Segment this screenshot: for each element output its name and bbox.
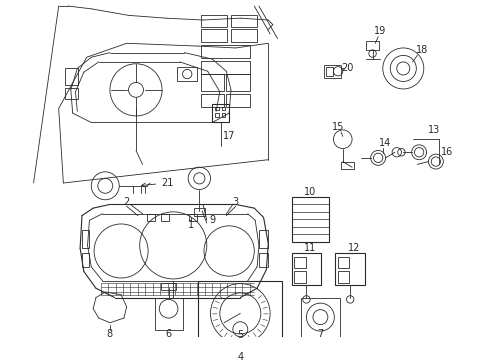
Text: 8: 8 bbox=[107, 329, 113, 339]
Bar bbox=[201, 94, 224, 107]
Bar bbox=[226, 74, 249, 91]
Bar bbox=[82, 230, 89, 248]
Text: 4: 4 bbox=[237, 352, 243, 360]
Text: 17: 17 bbox=[223, 131, 235, 141]
Bar bbox=[230, 15, 257, 27]
Bar bbox=[337, 257, 348, 268]
Text: 12: 12 bbox=[347, 243, 359, 253]
Bar bbox=[230, 29, 257, 42]
Text: 16: 16 bbox=[440, 147, 452, 157]
Bar bbox=[215, 107, 219, 111]
Text: 9: 9 bbox=[209, 215, 215, 225]
Bar bbox=[198, 281, 282, 351]
Text: 13: 13 bbox=[427, 125, 439, 135]
Text: 6: 6 bbox=[165, 329, 171, 339]
Bar bbox=[212, 104, 229, 122]
Text: 1: 1 bbox=[187, 220, 194, 230]
Bar bbox=[201, 29, 227, 42]
Bar bbox=[201, 15, 227, 27]
Bar bbox=[294, 257, 305, 268]
Bar bbox=[201, 61, 249, 74]
Bar bbox=[201, 74, 224, 91]
Bar bbox=[259, 230, 268, 248]
Text: 14: 14 bbox=[378, 138, 390, 148]
Bar bbox=[340, 162, 353, 169]
Bar bbox=[325, 67, 332, 76]
Bar bbox=[82, 253, 89, 267]
Bar bbox=[177, 67, 197, 81]
Bar bbox=[335, 253, 365, 285]
Text: 20: 20 bbox=[341, 63, 353, 73]
Bar bbox=[189, 214, 196, 221]
Bar bbox=[215, 113, 219, 117]
Text: 2: 2 bbox=[123, 197, 129, 207]
Bar bbox=[201, 45, 249, 58]
Bar bbox=[291, 253, 321, 285]
Text: 10: 10 bbox=[304, 187, 316, 197]
Text: 19: 19 bbox=[373, 26, 386, 36]
Text: 21: 21 bbox=[141, 178, 173, 188]
Bar bbox=[65, 88, 78, 99]
Bar bbox=[291, 197, 328, 242]
Bar bbox=[259, 253, 268, 267]
Bar bbox=[161, 283, 176, 290]
Bar bbox=[294, 271, 305, 283]
Bar bbox=[193, 208, 204, 216]
Bar bbox=[161, 214, 168, 221]
Bar bbox=[147, 214, 154, 221]
Bar bbox=[226, 94, 249, 107]
Bar bbox=[337, 271, 348, 283]
Bar bbox=[154, 298, 182, 330]
Text: 3: 3 bbox=[232, 197, 238, 207]
Bar bbox=[65, 68, 78, 85]
Bar bbox=[300, 298, 339, 337]
Text: 7: 7 bbox=[317, 329, 323, 339]
Text: 18: 18 bbox=[415, 45, 427, 55]
Bar bbox=[221, 107, 225, 111]
Bar bbox=[221, 113, 225, 117]
Bar bbox=[366, 41, 378, 50]
Text: 11: 11 bbox=[304, 243, 316, 253]
Bar bbox=[324, 65, 340, 78]
Text: 5: 5 bbox=[237, 330, 243, 340]
Text: 15: 15 bbox=[331, 122, 344, 132]
